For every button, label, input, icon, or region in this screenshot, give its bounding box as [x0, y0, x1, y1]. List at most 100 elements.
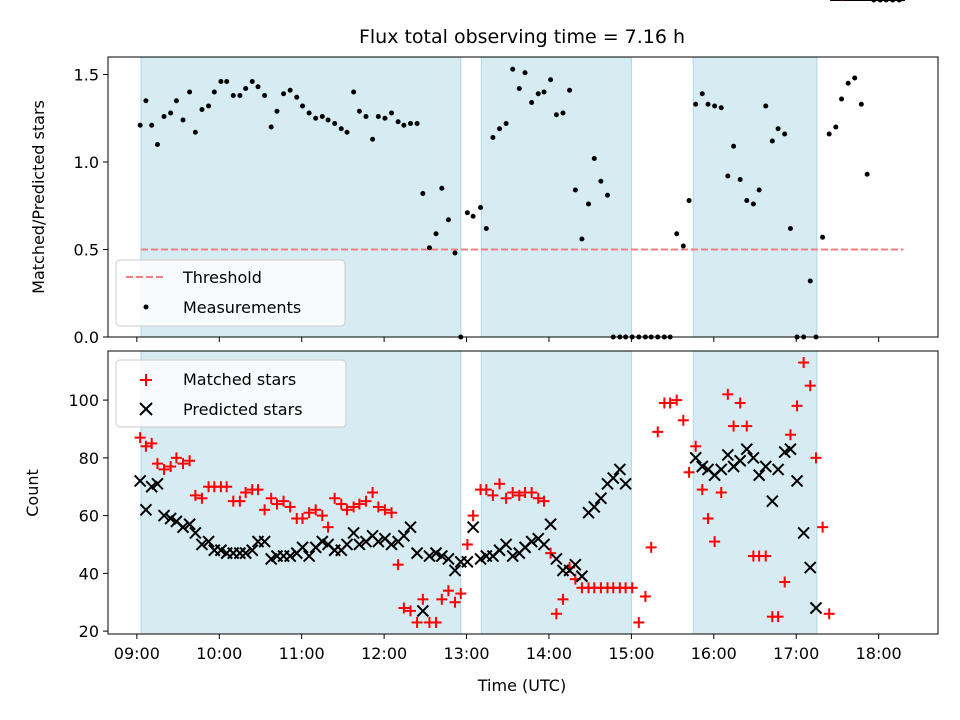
predicted-point [550, 552, 563, 566]
measurement-point [820, 234, 826, 240]
matched-point [322, 521, 334, 533]
y-tick-label: 0.5 [74, 241, 99, 260]
measurement-point [338, 126, 344, 132]
predicted-point [715, 463, 728, 476]
measurement-point [553, 112, 559, 118]
matched-point [494, 478, 506, 490]
matched-point [386, 507, 398, 519]
measurement-point [674, 231, 680, 237]
measurement-point [230, 93, 236, 98]
matched-point [146, 437, 158, 449]
matched-point [507, 487, 519, 498]
measurement-point [686, 198, 692, 203]
matched-point [341, 504, 353, 516]
y-tick-label: 100 [68, 391, 99, 410]
predicted-point [195, 538, 209, 551]
measurement-point [274, 108, 280, 114]
predicted-point [569, 558, 582, 571]
measurement-point [168, 110, 174, 116]
top-y-ticks: 0.0 0.5 1.0 1.5 [74, 66, 108, 347]
matched-point [709, 536, 721, 548]
top-y-axis-label: Matched/Predicted stars [29, 100, 48, 294]
measurement-point [845, 80, 851, 86]
matched-point [284, 501, 296, 513]
bottom-panel-frame [107, 350, 939, 635]
measurement-point [522, 70, 528, 76]
predicted-point [416, 604, 430, 618]
x-tick-label: 11:00 [279, 644, 325, 663]
measurement-point [370, 136, 376, 142]
matched-point [335, 498, 347, 510]
figure-title: Flux total observing time = 7.16 h [359, 26, 685, 48]
matched-point [184, 455, 196, 467]
measurement-point [407, 121, 413, 126]
matched-point [310, 504, 322, 516]
matched-point [683, 466, 695, 478]
measurement-point [529, 100, 535, 105]
matched-point [532, 492, 544, 504]
matched-point [165, 461, 177, 473]
measurement-point [470, 213, 476, 219]
measurement-point [306, 110, 312, 116]
x-tick-label: 18:00 [856, 644, 902, 663]
measurement-point [858, 101, 864, 107]
predicted-point [202, 535, 215, 548]
x-tick-label: 14:00 [526, 644, 572, 663]
top-panel-frame [107, 56, 939, 338]
matched-point [455, 588, 467, 600]
matched-point [234, 495, 246, 507]
bottom-y-axis-label: Count [23, 469, 42, 517]
x-tick-label: 16:00 [691, 644, 737, 663]
measurement-point [445, 217, 451, 223]
bottom-x-ticks: 09:00 10:00 11:00 12:00 13:00 14:00 15:00 16:00… [114, 634, 902, 663]
measurement-point [750, 201, 756, 207]
measurement-point [173, 98, 179, 104]
top-legend: Threshold Measurements [115, 259, 346, 327]
measurement-point [737, 177, 743, 182]
measurement-point [503, 121, 509, 126]
measurement-point [187, 89, 193, 95]
predicted-point [740, 442, 753, 456]
matched-point [728, 420, 740, 432]
measurement-point [567, 87, 573, 93]
measurement-point [516, 86, 522, 91]
y-tick-label: 60 [79, 507, 99, 526]
legend-threshold-label: Threshold [182, 268, 262, 287]
highlight-span [480, 350, 632, 635]
measurement-point [218, 79, 224, 84]
matched-point [817, 521, 829, 533]
matched-point [526, 487, 538, 498]
predicted-point [435, 549, 449, 563]
matched-point [702, 512, 714, 524]
predicted-point [619, 477, 632, 491]
measurement-point [826, 131, 832, 137]
measurement-point [782, 131, 788, 137]
measurement-point [255, 84, 261, 90]
x-tick-label: 10:00 [196, 644, 242, 663]
measurement-point [693, 101, 699, 107]
top-x-ticks [136, 337, 880, 342]
matched-point [772, 611, 784, 623]
count-points [133, 0, 905, 628]
measurement-point [839, 96, 845, 102]
measurement-point [192, 129, 198, 135]
predicted-point [233, 546, 247, 560]
measurement-point [313, 115, 319, 121]
predicted-point [139, 503, 153, 517]
matched-point [134, 432, 146, 444]
legend-predicted-label: Predicted stars [183, 400, 303, 419]
matched-point [722, 388, 734, 400]
measurement-point [579, 236, 585, 242]
measurement-point [731, 143, 737, 149]
measurement-point [744, 198, 750, 203]
matched-point [398, 602, 410, 614]
matched-point [252, 484, 264, 496]
matched-point [734, 397, 746, 409]
measurement-point [705, 101, 711, 107]
measurement-point [548, 77, 554, 83]
y-tick-label: 1.0 [74, 153, 99, 172]
measurement-point [756, 187, 762, 193]
y-tick-label: 0.0 [74, 328, 99, 347]
predicted-point [506, 549, 519, 563]
measurement-point [211, 89, 217, 95]
